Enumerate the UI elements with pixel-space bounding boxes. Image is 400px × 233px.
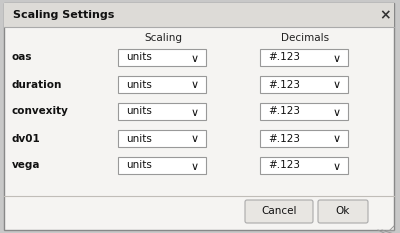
- Text: units: units: [126, 134, 152, 144]
- Text: Cancel: Cancel: [261, 206, 297, 216]
- Text: ∨: ∨: [333, 54, 341, 64]
- Text: Decimals: Decimals: [281, 33, 329, 43]
- Bar: [4, 3, 394, 27]
- Bar: [260, 130, 348, 147]
- Text: Scaling Settings: Scaling Settings: [13, 10, 114, 20]
- Text: Scaling: Scaling: [144, 33, 182, 43]
- Text: units: units: [126, 79, 152, 89]
- Text: #.123: #.123: [268, 134, 300, 144]
- Bar: [260, 49, 348, 66]
- Bar: [260, 76, 348, 93]
- Text: #.123: #.123: [268, 79, 300, 89]
- Text: ∨: ∨: [333, 107, 341, 117]
- Text: duration: duration: [12, 79, 62, 89]
- Text: ∨: ∨: [191, 54, 199, 64]
- Text: units: units: [126, 161, 152, 171]
- Text: #.123: #.123: [268, 106, 300, 116]
- Text: ∨: ∨: [191, 80, 199, 90]
- Text: ∨: ∨: [191, 161, 199, 171]
- Text: Ok: Ok: [336, 206, 350, 216]
- FancyBboxPatch shape: [245, 200, 313, 223]
- Text: ×: ×: [379, 8, 391, 22]
- Text: convexity: convexity: [12, 106, 69, 116]
- Bar: [118, 49, 206, 66]
- Bar: [118, 76, 206, 93]
- Text: dv01: dv01: [12, 134, 41, 144]
- Text: ∨: ∨: [333, 161, 341, 171]
- Bar: [118, 103, 206, 120]
- Text: ∨: ∨: [333, 134, 341, 144]
- Bar: [118, 157, 206, 174]
- FancyBboxPatch shape: [318, 200, 368, 223]
- Text: vega: vega: [12, 161, 40, 171]
- Text: units: units: [126, 52, 152, 62]
- Text: #.123: #.123: [268, 52, 300, 62]
- Text: ∨: ∨: [333, 80, 341, 90]
- Text: oas: oas: [12, 52, 32, 62]
- Text: ∨: ∨: [191, 107, 199, 117]
- Bar: [260, 103, 348, 120]
- Text: units: units: [126, 106, 152, 116]
- Bar: [260, 157, 348, 174]
- Text: #.123: #.123: [268, 161, 300, 171]
- Bar: [118, 130, 206, 147]
- Text: ∨: ∨: [191, 134, 199, 144]
